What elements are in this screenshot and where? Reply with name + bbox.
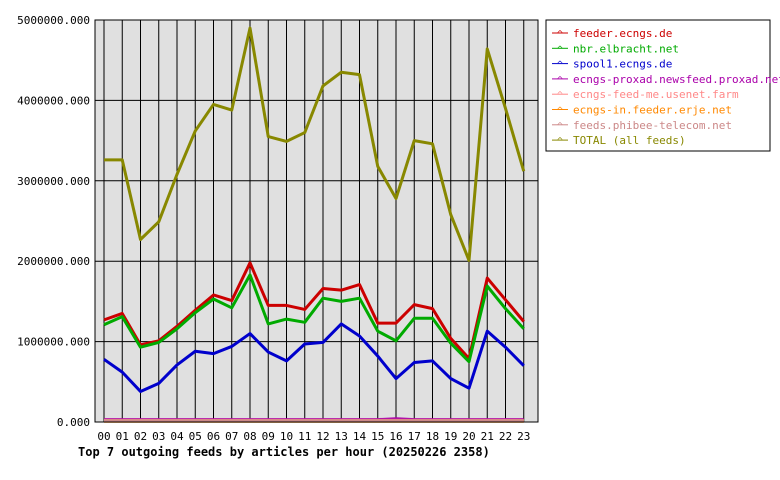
x-tick-label: 21 xyxy=(481,430,494,443)
legend: ^ feeder.ecngs.de ^ nbr.elbracht.net ^ spool1… xyxy=(552,27,780,147)
x-tick-label: 19 xyxy=(444,430,457,443)
x-tick-label: 15 xyxy=(371,430,384,443)
x-tick-label: 11 xyxy=(298,430,311,443)
legend-marker: ^ xyxy=(557,106,564,115)
series-line xyxy=(103,322,525,393)
x-tick-label: 02 xyxy=(134,430,147,443)
series-line xyxy=(104,26,526,262)
legend-label: nbr.elbracht.net xyxy=(573,42,679,55)
legend-label: ecngs-in.feeder.erje.net xyxy=(573,104,732,117)
x-tick-label: 03 xyxy=(152,430,165,443)
x-tick-label: 01 xyxy=(116,430,129,443)
y-tick-label: 1000000.000 xyxy=(17,336,90,349)
legend-marker: ^ xyxy=(557,60,564,69)
legend-marker: ^ xyxy=(557,29,564,38)
x-tick-label: 09 xyxy=(262,430,275,443)
y-tick-label: 3000000.000 xyxy=(17,175,90,188)
legend-marker: ^ xyxy=(557,121,564,130)
x-tick-label: 20 xyxy=(462,430,475,443)
x-tick-label: 10 xyxy=(280,430,293,443)
x-tick-label: 16 xyxy=(389,430,402,443)
legend-marker: ^ xyxy=(557,136,564,145)
series-line xyxy=(103,261,525,360)
chart-title: Top 7 outgoing feeds by articles per hou… xyxy=(78,445,490,459)
x-tick-label: 14 xyxy=(353,430,367,443)
legend-marker: ^ xyxy=(557,75,564,84)
legend-label: ecngs-feed-me.usenet.farm xyxy=(573,88,739,101)
x-tick-label: 23 xyxy=(517,430,530,443)
x-tick-label: 13 xyxy=(335,430,348,443)
x-tick-label: 06 xyxy=(207,430,220,443)
legend-marker: ^ xyxy=(557,90,564,99)
x-tick-label: 05 xyxy=(189,430,202,443)
legend-label: TOTAL (all feeds) xyxy=(573,134,686,147)
y-tick-label: 2000000.000 xyxy=(17,255,90,268)
legend-label: feeds.phibee-telecom.net xyxy=(573,119,732,132)
x-tick-label: 00 xyxy=(97,430,110,443)
legend-label: ecngs-proxad.newsfeed.proxad.net xyxy=(573,73,780,86)
plot-border xyxy=(94,19,539,423)
y-tick-label: 5000000.000 xyxy=(17,14,90,27)
x-tick-label: 04 xyxy=(170,430,184,443)
x-tick-label: 08 xyxy=(243,430,256,443)
y-tick-label: 0.000 xyxy=(57,416,90,429)
x-tick-label: 18 xyxy=(426,430,439,443)
y-tick-label: 4000000.000 xyxy=(17,94,90,107)
x-tick-label: 22 xyxy=(499,430,512,443)
x-tick-label: 17 xyxy=(408,430,421,443)
x-tick-label: 07 xyxy=(225,430,238,443)
legend-marker: ^ xyxy=(557,44,564,53)
legend-label: spool1.ecngs.de xyxy=(573,58,672,71)
series-line xyxy=(103,273,525,364)
x-tick-label: 12 xyxy=(316,430,329,443)
x-axis-tick-labels: 00 01 02 03 04 05 06 07 08 09 10 11 12 13 14 15 16 17 18 19… xyxy=(97,430,530,443)
y-axis-tick-labels: 0.000 1000000.000 2000000.000 3000000.000 40… xyxy=(17,14,90,429)
legend-label: feeder.ecngs.de xyxy=(573,27,672,40)
series-lines xyxy=(103,26,526,423)
grid-lines xyxy=(95,19,538,423)
legend-box xyxy=(545,19,771,152)
